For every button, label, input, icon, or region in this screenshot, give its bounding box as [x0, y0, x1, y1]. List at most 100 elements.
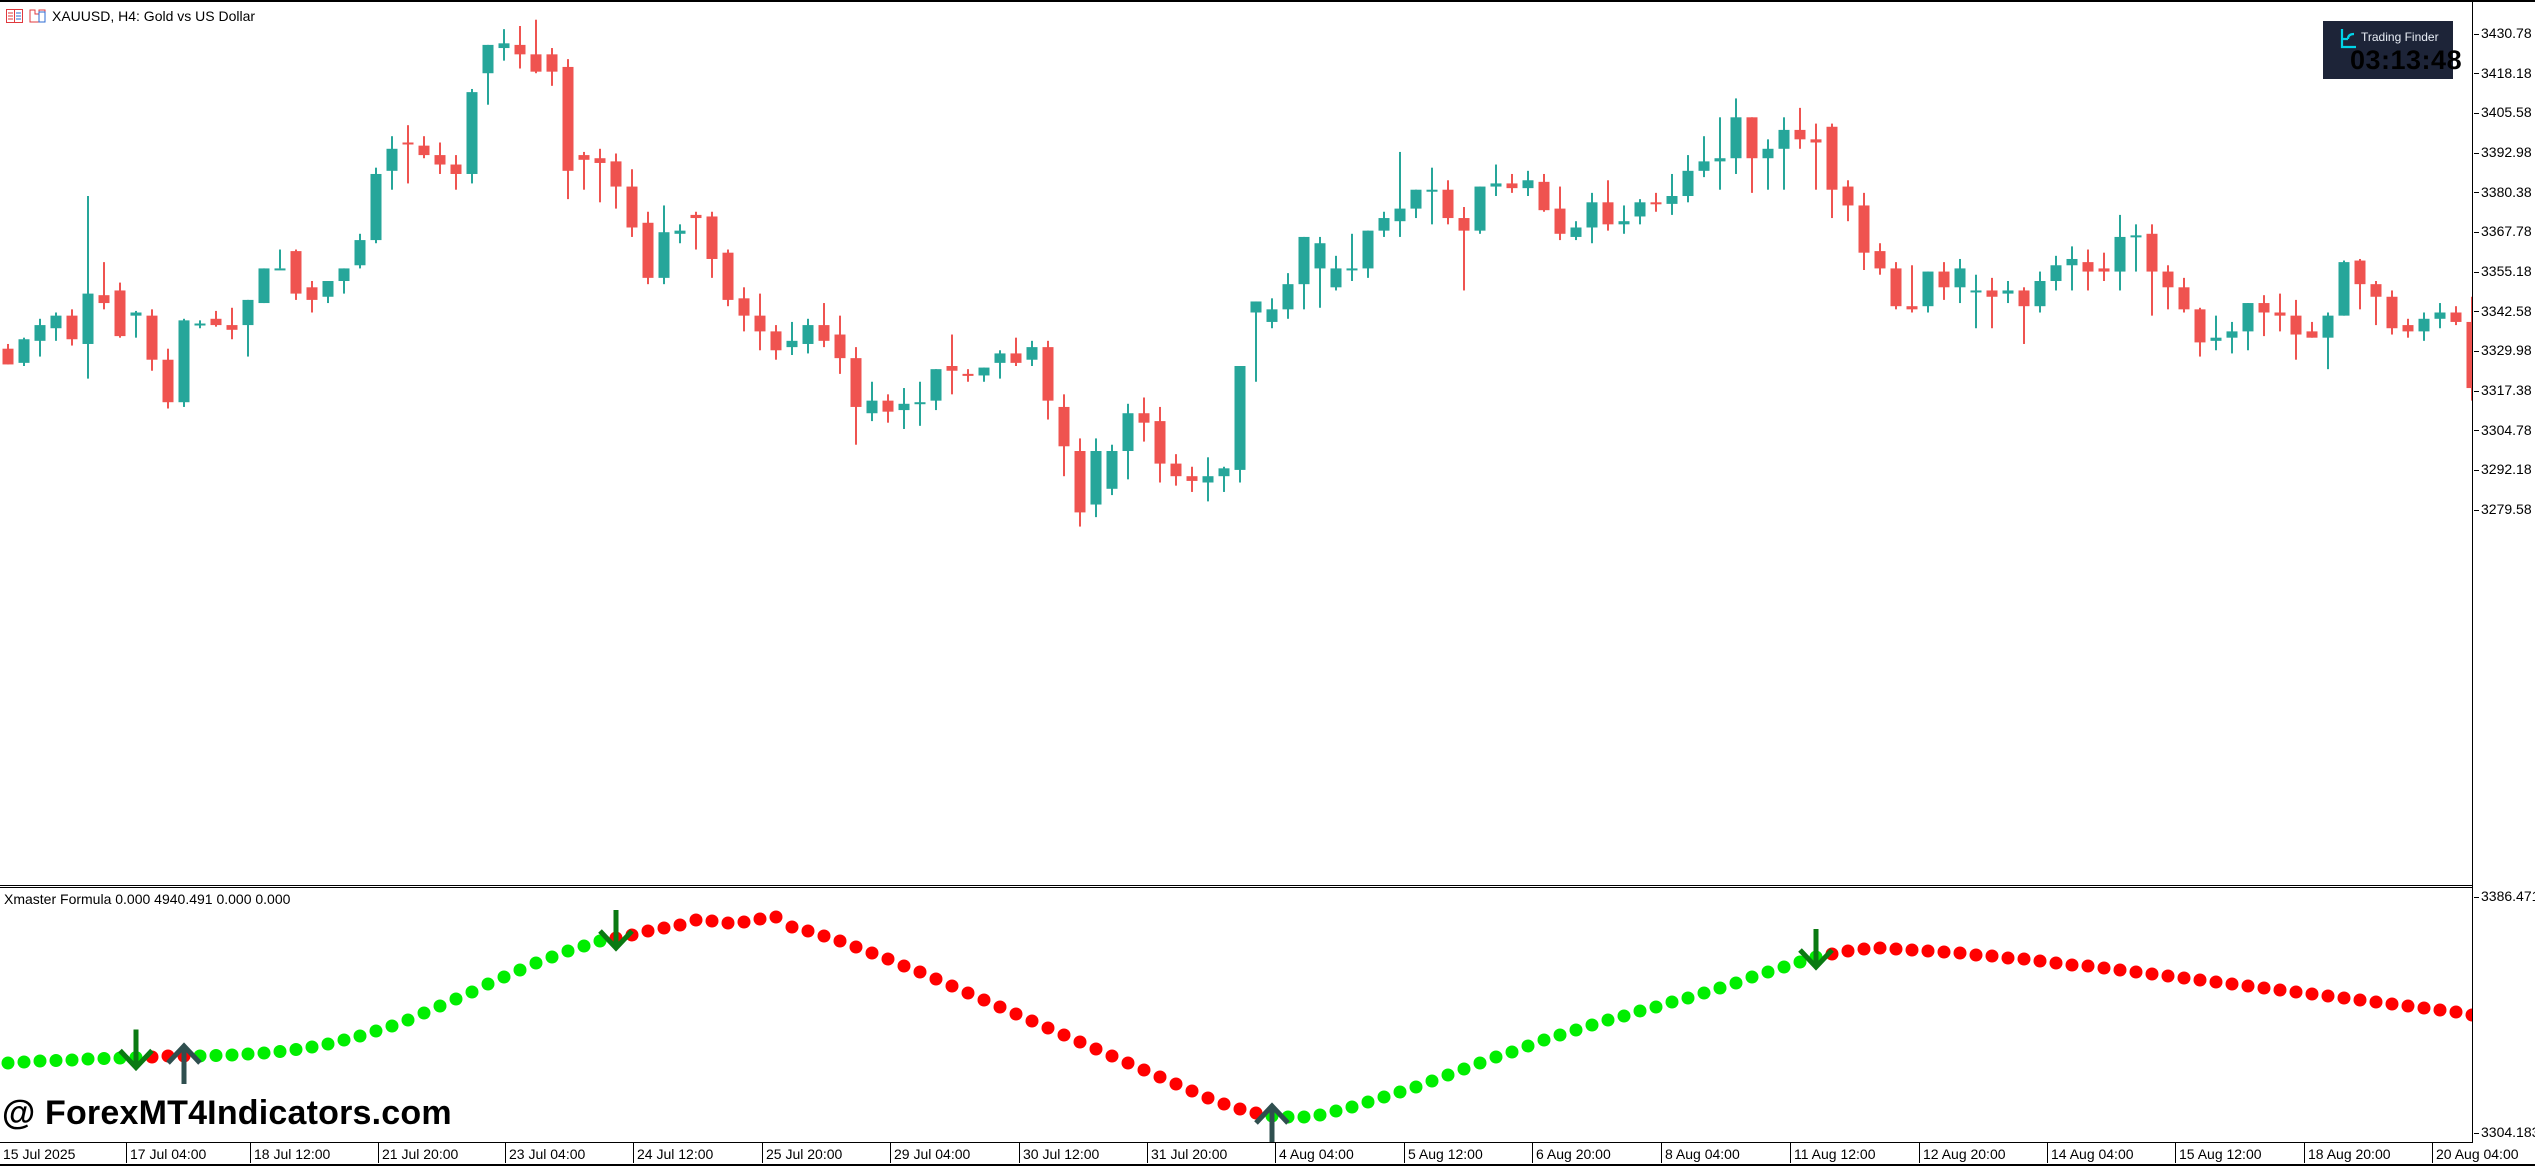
time-tick-label: 5 Aug 12:00	[1404, 1143, 1483, 1163]
candlestick-series	[2, 19, 2472, 527]
candle	[1282, 273, 1294, 319]
candle	[50, 312, 62, 341]
candle	[1938, 262, 1950, 300]
candle	[1890, 262, 1902, 310]
price-tick-label: 3367.78	[2474, 223, 2532, 239]
candle	[674, 224, 686, 244]
candle	[290, 249, 302, 300]
candle	[114, 282, 126, 338]
candle	[1458, 207, 1470, 291]
candle	[1442, 180, 1454, 225]
candle	[2338, 260, 2350, 316]
candle	[1762, 139, 1774, 190]
candle	[258, 268, 270, 304]
price-tick-label: 3317.38	[2474, 382, 2532, 398]
time-tick-label: 6 Aug 20:00	[1532, 1143, 1611, 1163]
candle	[866, 381, 878, 422]
candle	[1186, 466, 1198, 492]
candle	[1378, 211, 1390, 237]
candle	[930, 369, 942, 411]
time-tick-label: 15 Jul 2025	[3, 1146, 76, 1162]
time-tick-label: 23 Jul 04:00	[505, 1143, 585, 1163]
price-tick-label: 3392.98	[2474, 144, 2532, 160]
candle	[914, 381, 926, 426]
candle	[2306, 321, 2318, 338]
candle	[1362, 230, 1374, 278]
candle	[2, 343, 14, 365]
window-bottom-border	[0, 1164, 2535, 1166]
candle	[1778, 117, 1790, 190]
candle	[2274, 293, 2286, 332]
candle	[1714, 117, 1726, 190]
time-tick-label: 14 Aug 04:00	[2047, 1143, 2134, 1163]
candle	[1858, 192, 1870, 270]
indicator-title: Xmaster Formula 0.000 4940.491 0.000 0.0…	[4, 891, 291, 907]
symbol-properties-icon[interactable]	[29, 9, 46, 23]
candle	[658, 205, 670, 285]
candle	[370, 167, 382, 244]
candle	[1922, 271, 1934, 313]
trading-finder-logo-icon	[2340, 29, 2356, 49]
candle	[450, 155, 462, 190]
price-tick-label: 3342.58	[2474, 303, 2532, 319]
time-tick-label: 31 Jul 20:00	[1147, 1143, 1227, 1163]
candle	[594, 148, 606, 203]
candle	[642, 211, 654, 285]
time-tick-label: 21 Jul 20:00	[378, 1143, 458, 1163]
candle	[66, 309, 78, 346]
candle	[1234, 366, 1246, 483]
candle	[1170, 454, 1182, 486]
candle	[146, 309, 158, 371]
candle	[1906, 265, 1918, 313]
candle	[1266, 298, 1278, 329]
candle	[546, 48, 558, 86]
candle	[274, 249, 286, 271]
price-tick-label: 3380.38	[2474, 184, 2532, 200]
candle	[210, 310, 222, 327]
candle	[514, 26, 526, 69]
candle	[1698, 136, 1710, 178]
candle	[1250, 301, 1262, 382]
time-tick-label: 12 Aug 20:00	[1919, 1143, 2006, 1163]
candle	[898, 388, 910, 429]
candle	[354, 233, 366, 269]
candle	[2098, 252, 2110, 282]
candle	[1346, 233, 1358, 282]
candle	[2386, 290, 2398, 335]
candle	[162, 348, 174, 409]
time-tick-label: 4 Aug 04:00	[1275, 1143, 1354, 1163]
candle	[130, 310, 142, 338]
candle	[1394, 151, 1406, 237]
candle	[2130, 224, 2142, 272]
chart-title: XAUUSD, H4: Gold vs US Dollar	[6, 8, 255, 24]
candle	[98, 262, 110, 310]
watermark-text: @ ForexMT4Indicators.com	[2, 1094, 452, 1132]
candle	[1490, 164, 1502, 197]
chart-title-text: XAUUSD, H4: Gold vs US Dollar	[52, 8, 256, 24]
candle	[1826, 123, 1838, 219]
candle	[2322, 312, 2334, 370]
window-top-border	[0, 0, 2535, 2]
candle	[1058, 394, 1070, 477]
candle	[610, 153, 622, 209]
candle	[2114, 214, 2126, 291]
candle	[306, 281, 318, 313]
candle	[34, 318, 46, 357]
candle	[2162, 265, 2174, 310]
candle	[2258, 295, 2270, 337]
price-axis-line	[2472, 0, 2473, 1142]
candle	[1538, 173, 1550, 212]
candle	[1074, 438, 1086, 527]
pane-separator[interactable]	[0, 885, 2473, 888]
candle	[978, 367, 990, 382]
candle	[322, 281, 334, 304]
candle	[1746, 117, 1758, 193]
candle	[818, 303, 830, 348]
price-tick-label: 3355.18	[2474, 263, 2532, 279]
candle	[994, 350, 1006, 379]
candle	[2226, 321, 2238, 354]
chart-window-icon[interactable]	[6, 9, 23, 23]
candle	[1506, 173, 1518, 193]
time-tick-label: 29 Jul 04:00	[890, 1143, 970, 1163]
candle	[242, 299, 254, 357]
